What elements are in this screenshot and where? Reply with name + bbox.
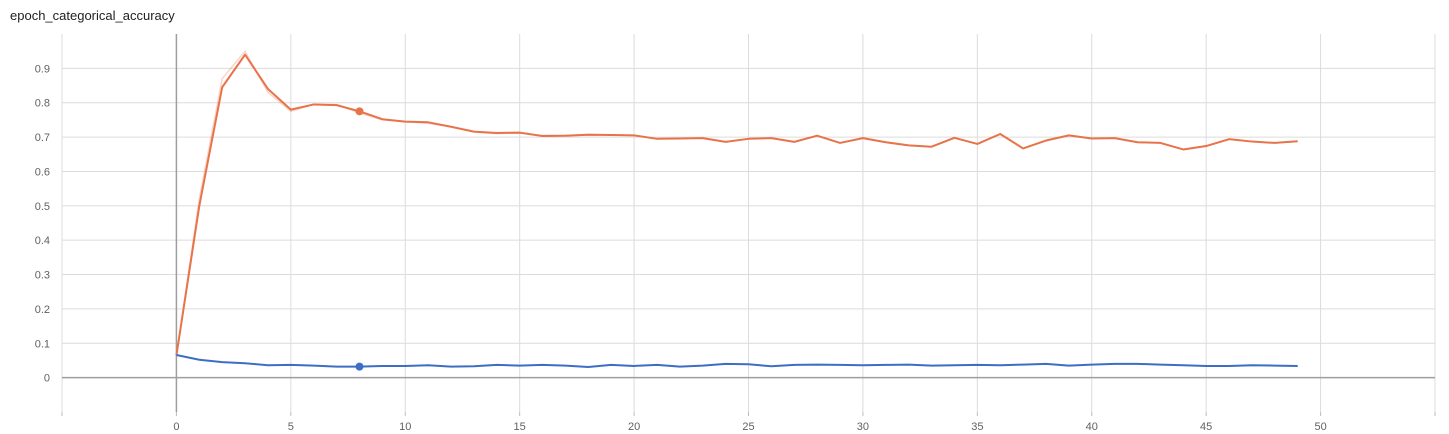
y-tick-label: 0.1 xyxy=(35,338,50,350)
series-1-marker[interactable] xyxy=(355,362,364,371)
x-tick-label: 35 xyxy=(971,421,983,433)
y-tick-label: 0.7 xyxy=(35,132,50,144)
y-tick-label: 0.3 xyxy=(35,270,50,282)
y-tick-label: 0 xyxy=(44,373,50,385)
series-0-marker[interactable] xyxy=(355,107,364,116)
y-tick-label: 0.5 xyxy=(35,201,50,213)
x-tick-label: 0 xyxy=(173,421,179,433)
x-tick-label: 15 xyxy=(514,421,526,433)
series-lines xyxy=(175,50,1298,371)
y-tick-label: 0.6 xyxy=(35,166,50,178)
y-tick-label: 0.9 xyxy=(35,63,50,75)
series-1-line xyxy=(176,353,1298,368)
x-tick-label: 25 xyxy=(742,421,754,433)
series-0-raw-line xyxy=(175,50,1298,356)
series-0-line xyxy=(175,53,1298,356)
y-tick-label: 0.4 xyxy=(35,235,50,247)
y-tick-labels: 0 0.1 0.2 0.3 0.4 0.5 0.6 0.7 0.8 0.9 xyxy=(35,63,50,384)
x-tick-label: 50 xyxy=(1314,421,1326,433)
x-tick-label: 10 xyxy=(399,421,411,433)
y-tick-label: 0.8 xyxy=(35,98,50,110)
x-tick-labels: 0 5 10 15 20 25 30 35 40 45 50 xyxy=(173,421,1326,433)
x-tick-label: 20 xyxy=(628,421,640,433)
x-tick-label: 30 xyxy=(857,421,869,433)
x-tick-label: 5 xyxy=(288,421,294,433)
x-tick-label: 40 xyxy=(1086,421,1098,433)
grid-lines xyxy=(61,34,1436,412)
y-tick-label: 0.2 xyxy=(35,304,50,316)
chart-title: epoch_categorical_accuracy xyxy=(10,8,175,23)
x-tick-label: 45 xyxy=(1200,421,1212,433)
